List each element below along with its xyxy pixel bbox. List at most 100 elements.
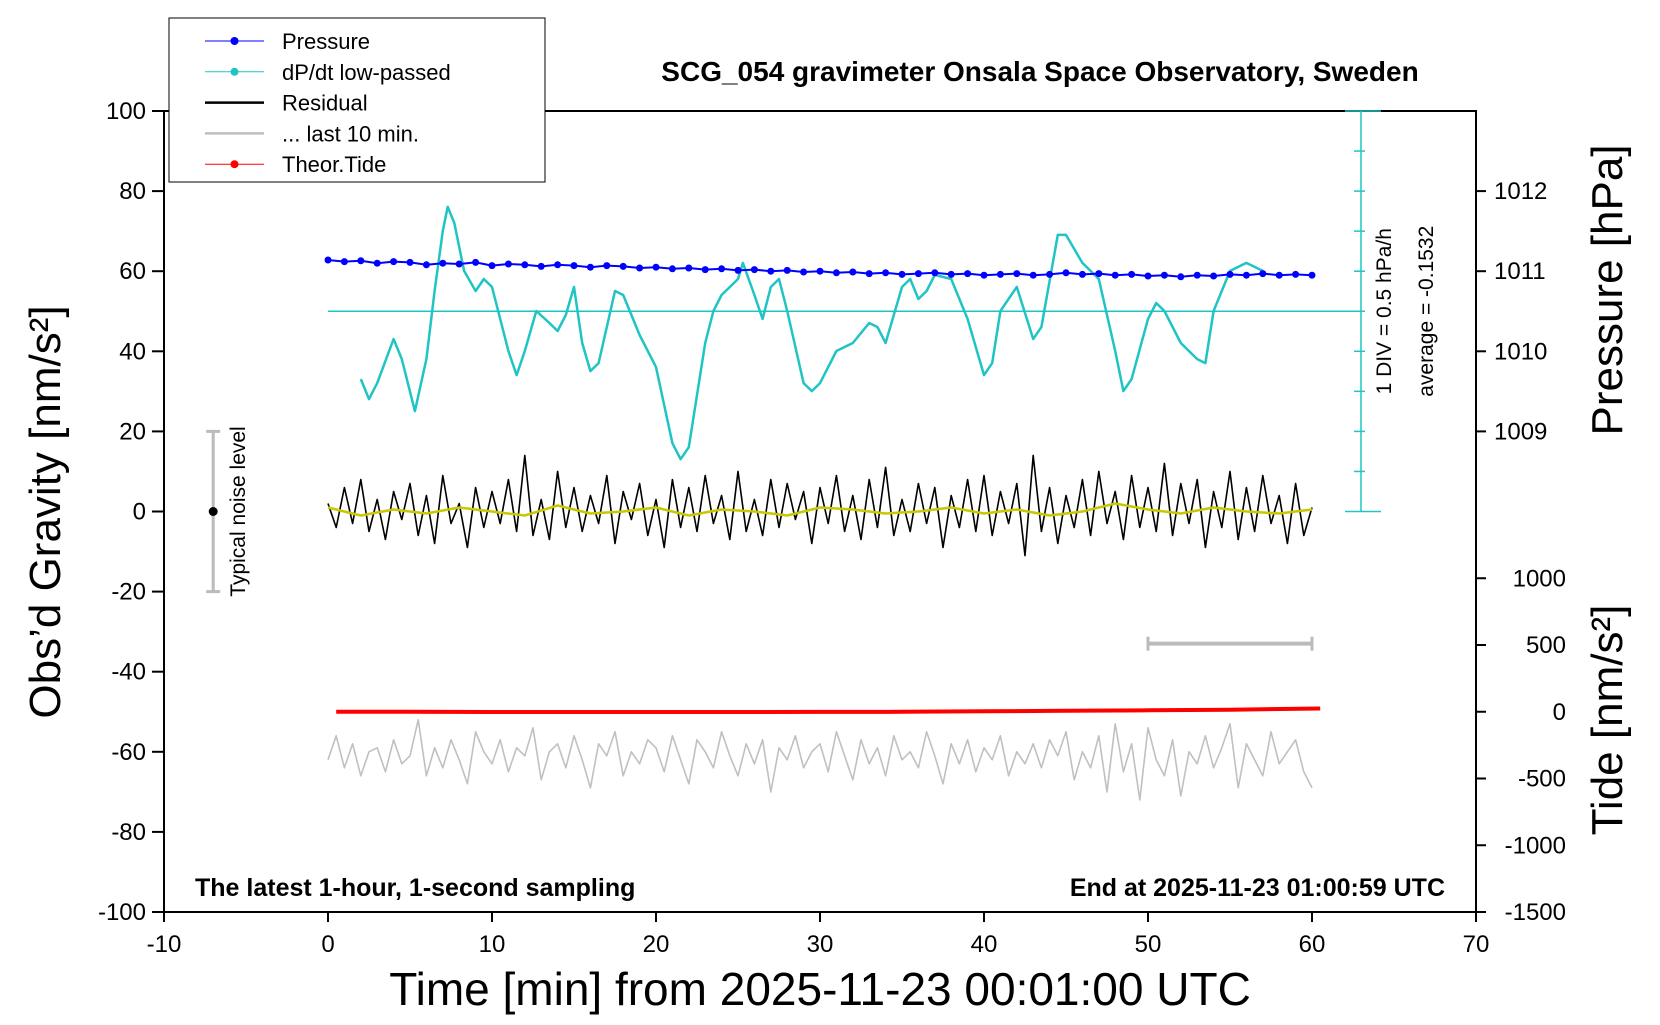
pressure-point	[1046, 270, 1054, 278]
pressure-point	[1242, 271, 1250, 279]
y-tick-label: -60	[111, 739, 146, 766]
legend-label: Residual	[282, 91, 368, 116]
pressure-point	[1013, 270, 1021, 278]
pressure-point	[1177, 273, 1185, 281]
pressure-point	[521, 261, 529, 269]
pressure-point	[1128, 270, 1136, 278]
y-tick-label: 100	[106, 98, 146, 125]
pressure-point	[931, 269, 939, 277]
y2-tick-label: 1012	[1494, 178, 1547, 205]
y-tick-label: 60	[119, 258, 146, 285]
x-tick-label: 50	[1135, 931, 1162, 958]
chart-title: SCG_054 gravimeter Onsala Space Observat…	[661, 56, 1418, 87]
pressure-point	[898, 270, 906, 278]
pressure-point	[783, 266, 791, 274]
pressure-point	[619, 262, 627, 270]
legend: Pressure dP/dt low-passed Residual ... last…	[168, 17, 546, 183]
pressure-point	[882, 269, 890, 277]
y2-tick-label: 1009	[1494, 418, 1547, 445]
pressure-point	[537, 262, 545, 270]
y3-tick-label: 1000	[1513, 565, 1566, 592]
y2-tick-label: 1010	[1494, 338, 1547, 365]
pressure-point	[685, 264, 693, 272]
dpdt-average-label: average = -0.1532	[1415, 226, 1438, 397]
pressure-point	[816, 267, 824, 275]
y3-axis-label: Tide [nm/s²]	[1583, 605, 1632, 836]
series-line	[327, 454, 1313, 557]
y-tick-label: 40	[119, 338, 146, 365]
legend-label: Theor.Tide	[282, 152, 386, 177]
y3-tick-label: 500	[1526, 632, 1566, 659]
series-line	[359, 205, 1264, 461]
annotation: End at 2025-11-23 01:00:59 UTC	[1070, 874, 1445, 902]
x-axis-label: Time [min] from 2025-11-23 00:01:00 UTC	[389, 963, 1251, 1015]
noise-label: Typical noise level	[227, 426, 250, 596]
pressure-point	[914, 270, 922, 278]
pressure-point	[750, 266, 758, 274]
pressure-point	[980, 271, 988, 279]
pressure-point	[1144, 272, 1152, 280]
pressure-point	[455, 260, 463, 268]
pressure-point	[947, 270, 955, 278]
legend-label: dP/dt low-passed	[282, 60, 451, 85]
x-tick-label: 70	[1463, 931, 1490, 958]
pressure-point	[324, 256, 332, 264]
pressure-point	[767, 267, 775, 275]
y-tick-label: -80	[111, 819, 146, 846]
y-tick-label: -40	[111, 659, 146, 686]
pressure-point	[849, 268, 857, 276]
pressure-point	[652, 263, 660, 271]
noise-center	[208, 507, 218, 516]
pressure-point	[586, 263, 594, 271]
y2-axis-label: Pressure [hPa]	[1583, 144, 1632, 435]
pressure-point	[603, 262, 611, 270]
y3-tick-label: -1500	[1505, 899, 1566, 926]
pressure-point	[1259, 270, 1267, 278]
pressure-point	[422, 261, 430, 269]
pressure-point	[996, 270, 1004, 278]
pressure-point	[701, 266, 709, 274]
y-tick-label: 20	[119, 418, 146, 445]
pressure-point	[406, 258, 414, 266]
pressure-point	[734, 266, 742, 274]
legend-label: Pressure	[282, 29, 370, 54]
pressure-point	[1226, 270, 1234, 278]
annotation: The latest 1-hour, 1-second sampling	[195, 874, 635, 902]
pressure-point	[1095, 270, 1103, 278]
pressure-point	[1193, 271, 1201, 279]
pressure-point	[504, 260, 512, 268]
y-tick-label: 0	[133, 499, 146, 526]
legend-marker	[230, 37, 239, 45]
pressure-point	[373, 259, 381, 267]
pressure-point	[1029, 271, 1037, 279]
pressure-point	[488, 262, 496, 270]
pressure-point	[1160, 271, 1168, 279]
dpdt-div-label: 1 DIV = 0.5 hPa/h	[1373, 228, 1396, 394]
pressure-point	[1292, 270, 1300, 278]
x-tick-label: -10	[147, 931, 182, 958]
pressure-point	[1078, 270, 1086, 278]
series-line	[336, 706, 1321, 714]
x-tick-label: 30	[807, 931, 834, 958]
x-tick-label: 20	[643, 931, 670, 958]
legend-marker	[230, 160, 239, 169]
y-tick-label: -100	[98, 899, 146, 926]
series-line	[327, 719, 1313, 801]
pressure-point	[570, 262, 578, 270]
y-tick-label: 80	[119, 178, 146, 205]
pressure-point	[340, 258, 348, 266]
pressure-point	[718, 265, 726, 273]
pressure-point	[832, 269, 840, 277]
pressure-point	[964, 270, 972, 278]
y2-tick-label: 1011	[1494, 258, 1546, 285]
legend-label: ... last 10 min.	[282, 121, 419, 146]
y3-tick-label: -500	[1518, 766, 1566, 793]
x-tick-label: 10	[479, 931, 506, 958]
legend-box	[168, 17, 546, 183]
pressure-point	[800, 268, 808, 276]
legend-marker	[230, 67, 239, 76]
pressure-point	[554, 261, 562, 269]
x-tick-label: 0	[321, 931, 334, 958]
